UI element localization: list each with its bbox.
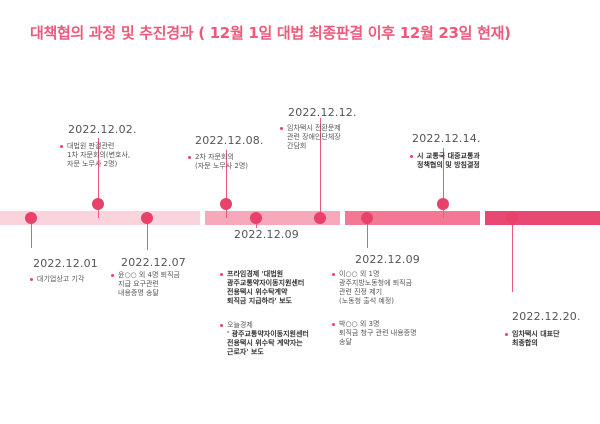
event-note-1209b-a-line1: 이○○ 외 1명 bbox=[339, 270, 380, 278]
event-date-1207: 2022.12.07 bbox=[121, 256, 186, 269]
event-note-1209a-b-line3: 전용택시 위수탁 계약자는 bbox=[227, 339, 303, 347]
event-date-1212: 2022.12.12. bbox=[288, 106, 357, 119]
note-bullet bbox=[111, 274, 114, 277]
event-note-1209a-b-line4: 근로자' 보도 bbox=[227, 348, 264, 356]
event-note-1209b-a-line2: 광주지방노동청에 퇴직금 bbox=[339, 279, 413, 287]
dot-1220 bbox=[506, 212, 518, 224]
stem-1208 bbox=[226, 150, 227, 218]
event-note-1209b-a-line3: 관련 진정 제기 bbox=[339, 288, 383, 296]
event-note-1209a-a-line1: 프라임경제 '대법원 bbox=[227, 270, 284, 278]
event-note-1208-line1: 2차 자문회의 bbox=[195, 153, 234, 161]
event-note-1209a-b-line2: ' 광주교통약자이동지원센터 bbox=[227, 330, 309, 338]
dot-1207 bbox=[141, 212, 153, 224]
stem-1209b bbox=[367, 218, 368, 248]
event-note-1209a-a-line4: 퇴직금 지급하라' 보도 bbox=[227, 297, 292, 305]
event-note-1220-line2: 최종합의 bbox=[512, 339, 538, 347]
stem-1212 bbox=[320, 118, 321, 218]
note-bullet bbox=[188, 156, 191, 159]
event-note-1201-line1: 대기업상고 기각 bbox=[37, 275, 85, 283]
event-note-1212-line3: 간담회 bbox=[287, 142, 307, 150]
dot-1209a bbox=[250, 212, 262, 224]
dot-1201 bbox=[25, 212, 37, 224]
note-bullet bbox=[220, 324, 223, 327]
event-note-1209a-a-line3: 전용택시 위수탁계약 bbox=[227, 288, 288, 296]
event-note-1212-line1: 임차택시 전환문제 bbox=[287, 124, 341, 132]
note-bullet bbox=[505, 333, 508, 336]
note-bullet bbox=[332, 323, 335, 326]
event-note-1207-line1: 윤○○ 외 4명 퇴직금 bbox=[118, 271, 180, 279]
event-note-1209b-a-line4: (노동청 출석 예정) bbox=[339, 297, 394, 305]
event-note-1209b-b-line2: 퇴직금 청구 관련 내용증명 bbox=[339, 329, 417, 337]
stem-1214 bbox=[443, 148, 444, 218]
event-note-1207-line3: 내용증명 송달 bbox=[118, 289, 159, 297]
stem-1207 bbox=[147, 218, 148, 250]
event-note-1202-line2: 1차 자문회의(변호사, bbox=[67, 151, 131, 159]
stem-1202 bbox=[98, 138, 99, 218]
event-note-1209b-b-line1: 박○○ 외 3명 bbox=[339, 320, 380, 328]
event-date-1220: 2022.12.20. bbox=[512, 310, 581, 323]
stem-1201 bbox=[31, 218, 32, 248]
timeline-band-4 bbox=[485, 211, 600, 225]
note-bullet bbox=[220, 273, 223, 276]
event-date-1202: 2022.12.02. bbox=[68, 123, 137, 136]
note-bullet bbox=[332, 273, 335, 276]
event-note-1220-line1: 임차택시 대표단 bbox=[512, 330, 560, 338]
dot-1214 bbox=[437, 198, 449, 210]
event-date-1209b: 2022.12.09 bbox=[355, 253, 420, 266]
page-title: 대책협의 과정 및 추진경과 ( 12월 1일 대법 최종판결 이후 12월 2… bbox=[30, 24, 511, 42]
event-note-1209a-b-line1: 오늘경제 bbox=[227, 321, 253, 329]
dot-1202 bbox=[92, 198, 104, 210]
dot-1208 bbox=[220, 198, 232, 210]
note-bullet bbox=[60, 145, 63, 148]
note-bullet bbox=[410, 155, 413, 158]
event-note-1209b-b-line3: 송달 bbox=[339, 338, 352, 346]
event-note-1208-line2: (자문 노무사 2명) bbox=[195, 162, 249, 170]
event-note-1214-line2: 정책협의 및 방침결정 bbox=[417, 161, 480, 169]
event-note-1207-line2: 지급 요구관련 bbox=[118, 280, 159, 288]
event-note-1212-line2: 관련 장애인단체장 bbox=[287, 133, 341, 141]
event-note-1202-line3: 자문 노무사 2명) bbox=[67, 160, 118, 168]
event-date-1209a: 2022.12.09 bbox=[234, 228, 299, 241]
event-note-1214-line1: 시 교통국 대중교통과 bbox=[417, 152, 480, 160]
timeline-band-3 bbox=[345, 211, 480, 225]
dot-1209b bbox=[361, 212, 373, 224]
event-date-1208: 2022.12.08. bbox=[195, 134, 264, 147]
stem-1220 bbox=[512, 218, 513, 292]
event-note-1209a-a-line2: 광주교통약자이동지원센터 bbox=[227, 279, 305, 287]
event-date-1214: 2022.12.14. bbox=[412, 132, 481, 145]
note-bullet bbox=[280, 127, 283, 130]
dot-1212 bbox=[314, 212, 326, 224]
note-bullet bbox=[30, 278, 33, 281]
timeline-band-2 bbox=[205, 211, 340, 225]
event-date-1201: 2022.12.01 bbox=[33, 257, 98, 270]
event-note-1202-line1: 대법원 판결관련 bbox=[67, 142, 115, 150]
